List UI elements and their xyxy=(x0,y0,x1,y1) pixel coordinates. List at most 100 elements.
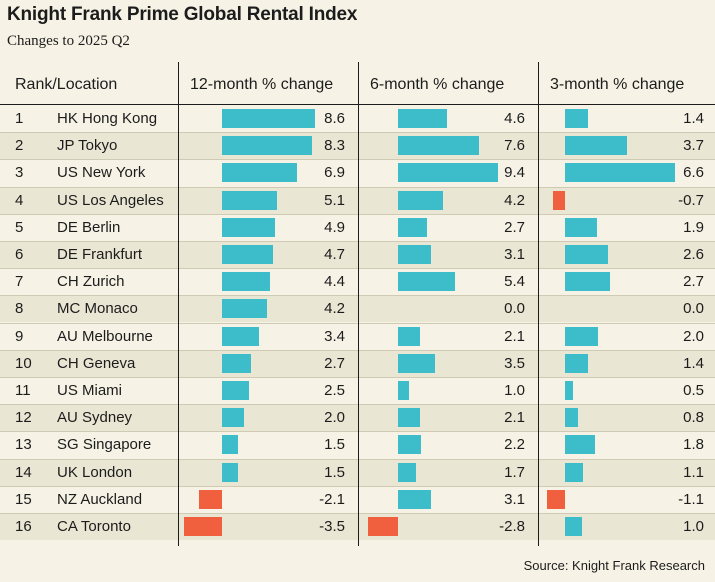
rank-value: 3 xyxy=(15,164,24,182)
bar-m12 xyxy=(222,435,239,455)
bar-m3 xyxy=(565,109,589,128)
column-header-12-month: 12-month % change xyxy=(190,76,334,93)
bar-m6 xyxy=(398,109,447,128)
bar-m6 xyxy=(398,217,427,237)
column-header-3-month: 3-month % change xyxy=(550,76,685,93)
table-row: 14 UK London 1.5 1.7 1.1 xyxy=(0,458,715,486)
chart-subtitle: Changes to 2025 Q2 xyxy=(7,33,130,49)
location-label: UK London xyxy=(57,463,133,481)
rank-value: 5 xyxy=(15,218,24,236)
value-label-m12: 8.6 xyxy=(324,110,345,127)
value-label-m6: 4.2 xyxy=(504,191,525,209)
bar-m12 xyxy=(222,163,297,183)
bar-m12 xyxy=(222,217,275,237)
bar-m6 xyxy=(398,462,417,482)
rank-value: 16 xyxy=(15,518,32,535)
row-divider xyxy=(0,322,715,324)
value-label-m12: 4.7 xyxy=(324,246,345,263)
bar-m12 xyxy=(222,326,259,346)
row-divider xyxy=(0,485,715,487)
bar-m6 xyxy=(398,381,409,400)
value-label-m6: 7.6 xyxy=(504,137,525,155)
bar-m12 xyxy=(222,462,239,482)
value-label-m6: 2.7 xyxy=(504,218,525,236)
bar-m6 xyxy=(398,489,431,509)
location-label: AU Sydney xyxy=(57,409,133,427)
value-label-m3: 2.7 xyxy=(683,273,704,291)
value-label-m3: 0.5 xyxy=(683,382,704,399)
row-divider xyxy=(0,159,715,161)
bar-m3 xyxy=(565,381,574,400)
value-label-m12: 6.9 xyxy=(324,164,345,182)
table-row: 6 DE Frankfurt 4.7 3.1 2.6 xyxy=(0,241,715,268)
value-label-m6: 3.5 xyxy=(504,354,525,372)
value-label-m12: 8.3 xyxy=(324,137,345,155)
bar-m3 xyxy=(553,190,565,210)
table-row: 5 DE Berlin 4.9 2.7 1.9 xyxy=(0,214,715,241)
value-label-m6: -2.8 xyxy=(499,518,525,535)
bar-m12 xyxy=(222,353,252,373)
row-divider xyxy=(0,295,715,297)
location-label: JP Tokyo xyxy=(57,137,118,155)
bar-m12 xyxy=(222,136,312,156)
bar-m12 xyxy=(222,109,315,128)
value-label-m12: -3.5 xyxy=(319,518,345,535)
row-divider xyxy=(0,431,715,433)
bar-m6 xyxy=(368,517,398,536)
chart-title: Knight Frank Prime Global Rental Index xyxy=(7,4,358,25)
location-label: US Los Angeles xyxy=(57,191,164,209)
column-header-6-month: 6-month % change xyxy=(370,76,505,93)
bar-m3 xyxy=(565,136,627,156)
rank-value: 7 xyxy=(15,273,24,291)
table-row: 11 US Miami 2.5 1.0 0.5 xyxy=(0,377,715,404)
value-label-m3: 0.8 xyxy=(683,409,704,427)
table-row: 3 US New York 6.9 9.4 6.6 xyxy=(0,159,715,186)
value-label-m6: 1.0 xyxy=(504,382,525,399)
value-label-m12: 5.1 xyxy=(324,191,345,209)
table-row: 13 SG Singapore 1.5 2.2 1.8 xyxy=(0,431,715,458)
location-label: MC Monaco xyxy=(57,300,138,318)
value-label-m12: 3.4 xyxy=(324,327,345,345)
location-label: CH Zurich xyxy=(57,273,125,291)
location-label: SG Singapore xyxy=(57,436,152,454)
rank-value: 12 xyxy=(15,409,32,427)
location-label: DE Berlin xyxy=(57,218,121,236)
bar-m6 xyxy=(398,435,422,455)
value-label-m6: 9.4 xyxy=(504,164,525,182)
row-divider xyxy=(0,241,715,242)
value-label-m3: 3.7 xyxy=(683,137,704,155)
bar-m6 xyxy=(398,190,443,210)
source-note: Source: Knight Frank Research xyxy=(523,558,705,573)
row-divider xyxy=(0,132,715,134)
rank-value: 6 xyxy=(15,246,24,263)
value-label-m3: 6.6 xyxy=(683,164,704,182)
table-row: 12 AU Sydney 2.0 2.1 0.8 xyxy=(0,404,715,432)
table-row: 4 US Los Angeles 5.1 4.2 -0.7 xyxy=(0,186,715,214)
bar-m3 xyxy=(565,245,609,264)
location-label: AU Melbourne xyxy=(57,327,153,345)
location-label: NZ Auckland xyxy=(57,490,143,508)
value-label-m3: -0.7 xyxy=(678,191,704,209)
value-label-m3: 2.0 xyxy=(683,327,704,345)
bar-m6 xyxy=(398,326,421,346)
bar-m6 xyxy=(398,408,421,428)
rank-value: 13 xyxy=(15,436,32,454)
value-label-m12: 2.5 xyxy=(324,382,345,399)
value-label-m12: 1.5 xyxy=(324,463,345,481)
bar-m6 xyxy=(398,245,431,264)
bar-m12 xyxy=(222,381,249,400)
table-row: 16 CA Toronto -3.5 -2.8 1.0 xyxy=(0,513,715,540)
location-label: US New York xyxy=(57,164,146,182)
value-label-m6: 3.1 xyxy=(504,246,525,263)
rank-value: 11 xyxy=(15,382,31,399)
rank-value: 15 xyxy=(15,490,32,508)
value-label-m6: 1.7 xyxy=(504,463,525,481)
value-label-m12: 1.5 xyxy=(324,436,345,454)
bar-m12 xyxy=(199,489,222,509)
bar-m12 xyxy=(222,299,268,319)
table-row: 2 JP Tokyo 8.3 7.6 3.7 xyxy=(0,132,715,160)
bar-m12 xyxy=(222,245,273,264)
rank-value: 14 xyxy=(15,463,32,481)
value-label-m3: 1.8 xyxy=(683,436,704,454)
column-divider-1 xyxy=(178,62,179,546)
